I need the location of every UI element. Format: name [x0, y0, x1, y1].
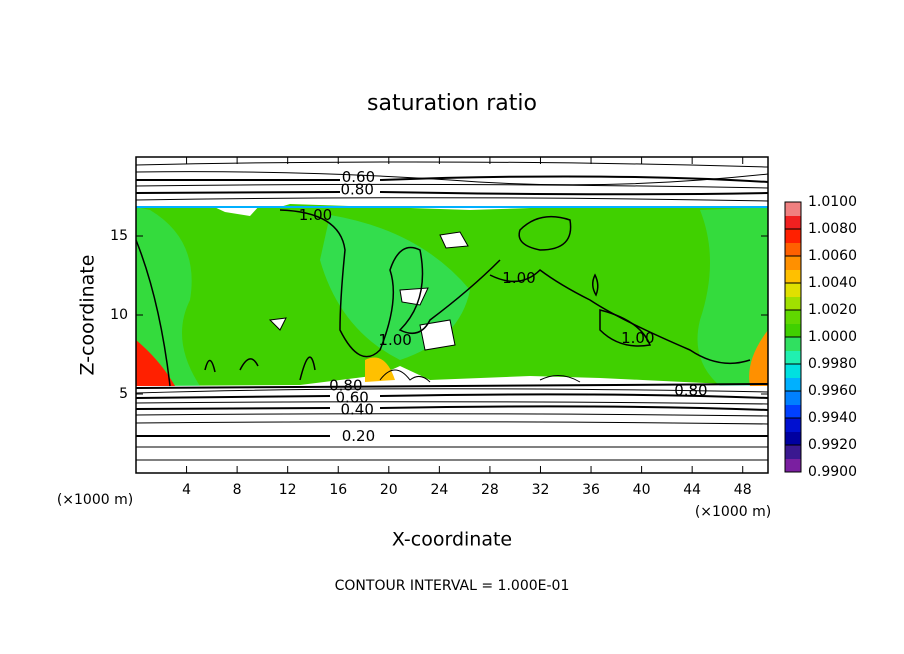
x-tick-label: 28: [481, 482, 499, 498]
contour-label: 0.80: [340, 181, 373, 199]
x-axis-label: X-coordinate: [392, 529, 512, 551]
field-region: [697, 207, 768, 386]
colorbar-tick-label: 0.9900: [808, 464, 857, 480]
contour-label: 0.60: [342, 168, 375, 186]
contour-label: 0.60: [335, 388, 368, 406]
contour-label: 0.80: [329, 377, 362, 395]
x-tick-label: 12: [279, 482, 297, 498]
contour-label: 0.80: [674, 381, 707, 399]
contour-label: 0.20: [342, 427, 375, 445]
y-tick-label: 10: [110, 307, 128, 323]
x-tick-label: 16: [329, 482, 347, 498]
contour-label: 0.40: [340, 400, 373, 418]
colorbar-swatch: [785, 391, 801, 405]
colorbar-tick-label: 1.0060: [808, 248, 857, 264]
colorbar-swatch: [785, 323, 801, 338]
x-tick-label: 36: [582, 482, 600, 498]
colorbar-swatch: [785, 310, 801, 324]
colorbar-swatch: [785, 445, 801, 459]
colorbar-swatch: [785, 337, 801, 351]
chart-title: saturation ratio: [367, 91, 537, 116]
colorbar-swatch: [785, 458, 801, 473]
colorbar-tick-label: 1.0040: [808, 275, 857, 291]
colorbar-swatch: [785, 418, 801, 432]
x-tick-label: 44: [683, 482, 701, 498]
colorbar-tick-label: 1.0100: [808, 194, 857, 210]
colorbar-swatch: [785, 229, 801, 243]
x-tick-label: 32: [532, 482, 550, 498]
colorbar-swatch: [785, 431, 801, 446]
colorbar-tick-label: 0.9920: [808, 437, 857, 453]
x-tick-label: 24: [430, 482, 448, 498]
colorbar-swatch: [785, 364, 801, 378]
field-region: [365, 357, 395, 382]
colorbar-tick-label: 1.0020: [808, 302, 857, 318]
y-tick-label: 15: [110, 228, 128, 244]
contour-label: 1.00: [621, 329, 654, 347]
contours: [135, 161, 769, 461]
colorbar-swatch: [785, 215, 801, 230]
field-region: [136, 207, 200, 386]
colorbar-swatch: [785, 242, 801, 257]
colorbar-tick-label: 0.9980: [808, 356, 857, 372]
contour-label: 1.00: [299, 206, 332, 224]
colorbar-swatch: [785, 202, 801, 216]
colorbar-swatch: [785, 269, 801, 284]
x-tick-label: 8: [233, 482, 242, 498]
x-tick-label: 20: [380, 482, 398, 498]
field-region: [268, 231, 469, 351]
colorbar-swatch: [785, 283, 801, 297]
colorbar-tick-label: 1.0080: [808, 221, 857, 237]
colorbar-swatch: [785, 377, 801, 392]
x-tick-label: 4: [182, 482, 191, 498]
field-region: [749, 330, 768, 386]
colorbar-swatch: [785, 404, 801, 419]
x-unit: (×1000 m): [57, 492, 133, 508]
y-tick-label: 5: [119, 386, 128, 402]
colorbar-swatch: [785, 256, 801, 270]
x-tick-label: 40: [633, 482, 651, 498]
colorbar-tick-label: 0.9940: [808, 410, 857, 426]
contour-label: 1.00: [378, 331, 411, 349]
x-unit: (×1000 m): [695, 504, 771, 520]
colorbar-swatch: [785, 350, 801, 365]
contour-label: 1.00: [502, 269, 535, 287]
footer: CONTOUR INTERVAL = 1.000E-01: [335, 578, 570, 594]
x-tick-label: 48: [734, 482, 752, 498]
y-axis-label: Z-coordinate: [77, 255, 99, 376]
field-region: [136, 340, 175, 386]
field: [136, 204, 768, 386]
colorbar-tick-label: 0.9960: [808, 383, 857, 399]
colorbar-swatch: [785, 296, 801, 311]
colorbar-tick-label: 1.0000: [808, 329, 857, 345]
